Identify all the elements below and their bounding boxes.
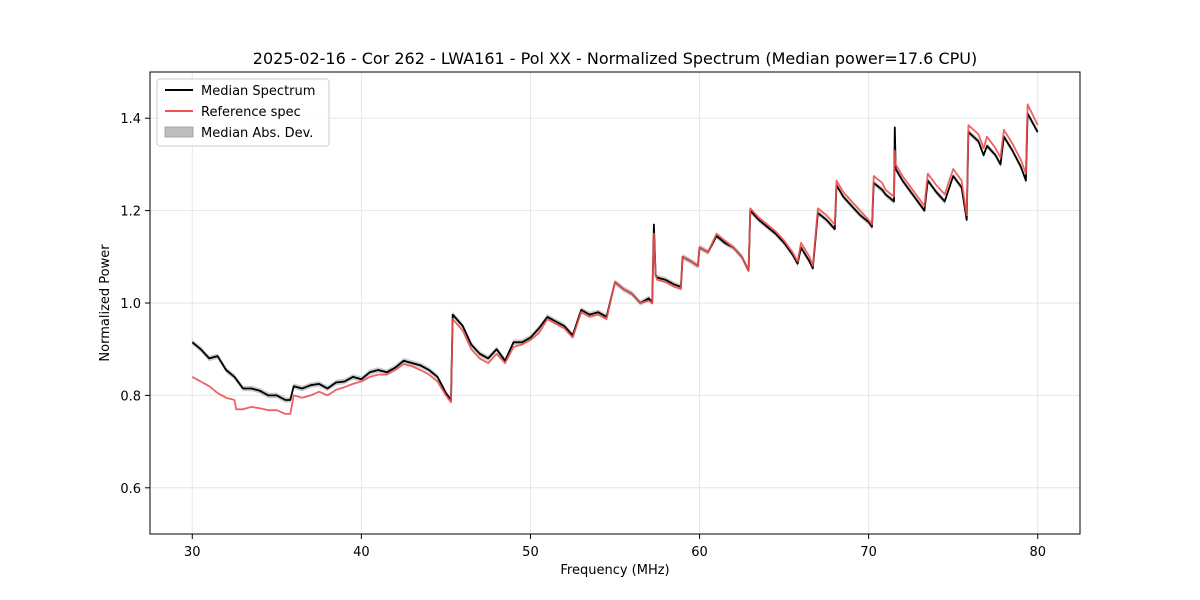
x-tick-label: 70 bbox=[860, 545, 877, 560]
y-tick-label: 0.6 bbox=[120, 482, 141, 497]
legend-mad-swatch bbox=[164, 126, 194, 138]
y-tick-label: 0.8 bbox=[120, 389, 141, 404]
y-tick-label: 1.2 bbox=[120, 205, 141, 220]
legend-box bbox=[156, 78, 330, 147]
legend-reference-label: Reference spec bbox=[201, 105, 301, 120]
x-axis-ticks: 30 40 50 60 70 80 bbox=[184, 534, 1046, 560]
y-tick-label: 1.0 bbox=[120, 297, 141, 312]
chart-title: 2025-02-16 - Cor 262 - LWA161 - Pol XX -… bbox=[253, 49, 977, 68]
x-tick-label: 60 bbox=[691, 545, 708, 560]
legend-median-label: Median Spectrum bbox=[201, 84, 315, 99]
x-tick-label: 30 bbox=[184, 545, 201, 560]
y-axis-ticks: 0.6 0.8 1.0 1.2 1.4 bbox=[120, 112, 150, 497]
reference-spectrum-line bbox=[191, 103, 1039, 415]
y-tick-label: 1.4 bbox=[120, 112, 141, 127]
series-layer bbox=[191, 103, 1039, 415]
y-axis-label: Normalized Power bbox=[98, 244, 113, 362]
legend: Median Spectrum Reference spec Median Ab… bbox=[156, 78, 330, 147]
x-axis-label: Frequency (MHz) bbox=[560, 563, 669, 578]
legend-mad-label: Median Abs. Dev. bbox=[201, 126, 313, 141]
x-tick-label: 50 bbox=[522, 545, 539, 560]
x-tick-label: 80 bbox=[1029, 545, 1046, 560]
x-tick-label: 40 bbox=[353, 545, 370, 560]
